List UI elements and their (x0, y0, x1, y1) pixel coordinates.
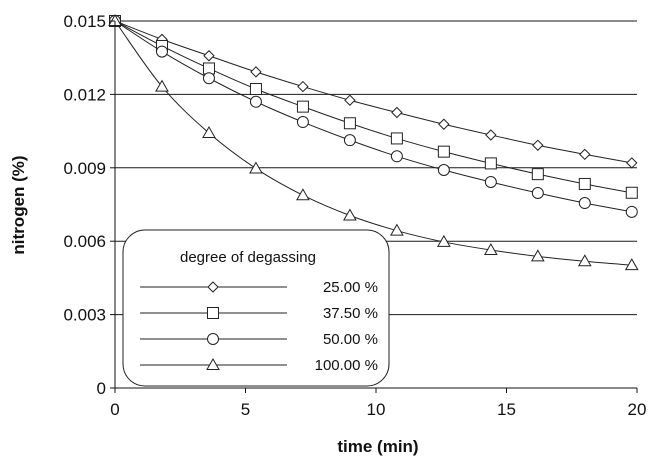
data-point-1-5 (343, 117, 356, 130)
data-point-3-9 (530, 249, 545, 262)
series-line-3 (114, 20, 632, 266)
legend-marker-2 (207, 333, 219, 345)
legend-item-2: 50.00 % (140, 331, 378, 348)
data-point-2-11 (625, 205, 638, 218)
data-point-3-5 (343, 208, 357, 221)
data-point-2-9 (531, 187, 544, 200)
legend: degree of degassing 25.00 % 37.50 % 50.00 … (122, 229, 390, 387)
y-tick-label-4: 0.012 (63, 85, 106, 104)
data-point-0-7 (438, 118, 450, 130)
data-point-2-4 (296, 116, 309, 129)
y-axis-title: nitrogen (%) (9, 155, 28, 254)
legend-marker-1 (207, 307, 219, 319)
data-point-1-9 (531, 168, 544, 181)
y-tick-label-0: 0 (97, 379, 106, 398)
x-tick-label-0: 0 (110, 400, 119, 419)
data-point-2-6 (390, 150, 403, 163)
data-point-0-8 (485, 129, 497, 141)
y-tick-label-5: 0.015 (63, 12, 106, 31)
data-point-2-1 (155, 45, 168, 58)
legend-label-2: 50.00 % (323, 331, 378, 348)
data-point-1-11 (625, 186, 638, 199)
data-point-0-6 (391, 106, 403, 119)
legend-item-0: 25.00 % (140, 279, 378, 296)
data-point-2-8 (484, 175, 497, 188)
data-point-3-3 (249, 161, 263, 174)
data-point-1-7 (437, 145, 450, 158)
data-point-3-2 (202, 126, 216, 139)
data-point-2-7 (437, 164, 450, 177)
data-point-2-3 (249, 95, 262, 108)
legend-marker-0 (207, 281, 219, 293)
data-point-0-3 (250, 66, 262, 78)
legend-item-1: 37.50 % (140, 305, 378, 322)
data-point-3-10 (577, 254, 592, 267)
legend-label-0: 25.00 % (323, 279, 378, 296)
series-3 (108, 13, 639, 271)
x-tick-label-3: 15 (497, 400, 516, 419)
data-point-3-7 (436, 234, 451, 247)
data-point-0-11 (626, 157, 638, 169)
legend-item-3: 100.00 % (140, 357, 378, 374)
y-tick-label-2: 0.006 (63, 232, 106, 251)
series-0 (109, 15, 638, 169)
data-point-0-2 (203, 50, 215, 62)
series-line-0 (114, 20, 632, 164)
data-point-3-11 (624, 258, 639, 271)
x-tick-label-2: 10 (367, 400, 386, 419)
data-point-1-6 (390, 132, 403, 145)
data-point-0-10 (579, 148, 591, 161)
legend-entries: 25.00 % 37.50 % 50.00 % 100.00 % (140, 279, 378, 374)
data-point-1-8 (484, 157, 497, 170)
data-point-1-4 (296, 100, 309, 113)
data-point-1-3 (249, 83, 262, 96)
legend-title: degree of degassing (180, 249, 316, 266)
legend-label-3: 100.00 % (315, 357, 378, 374)
legend-marker-3 (206, 357, 220, 370)
y-tick-label-1: 0.003 (63, 306, 106, 325)
data-point-2-2 (202, 72, 215, 85)
data-point-3-8 (483, 243, 498, 256)
series-2 (109, 15, 638, 218)
data-point-3-6 (390, 223, 404, 236)
data-point-2-10 (578, 197, 591, 210)
legend-box (122, 229, 390, 387)
data-point-1-10 (578, 177, 591, 190)
data-point-2-5 (343, 134, 356, 147)
data-point-3-4 (296, 188, 310, 201)
data-point-0-9 (532, 139, 544, 151)
y-tick-label-3: 0.009 (63, 159, 106, 178)
data-point-0-4 (297, 80, 309, 93)
tick-labels: 0 0.003 0.006 0.009 0.012 0.015 0 5 10 15 20 (63, 12, 646, 419)
x-tick-label-4: 20 (628, 400, 647, 419)
legend-label-1: 37.50 % (323, 305, 378, 322)
x-axis-title: time (min) (337, 437, 418, 456)
data-point-3-1 (155, 79, 169, 92)
data-point-0-5 (344, 94, 356, 106)
x-tick-label-1: 5 (241, 400, 250, 419)
